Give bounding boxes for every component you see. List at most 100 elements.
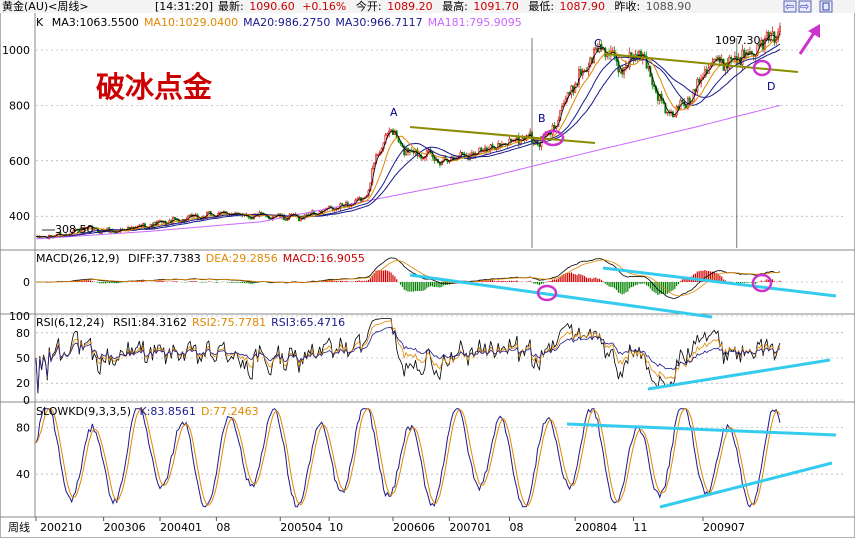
- up-arrow-icon: [798, 24, 820, 55]
- ma30-line: [35, 48, 781, 238]
- candle-body: [685, 105, 688, 109]
- candle-body: [750, 51, 753, 55]
- event-vertical-lines: [531, 38, 738, 248]
- rsi-y-tick: 0: [23, 394, 30, 407]
- x-tick-label: 200504: [280, 521, 322, 534]
- label-b: B: [538, 112, 546, 125]
- legend-item: MA20:986.2750: [243, 16, 330, 29]
- breakout-circle-b: [541, 129, 565, 147]
- candle-body: [538, 143, 541, 147]
- rsi2-line: [35, 320, 781, 394]
- rsi-panel: [35, 318, 781, 394]
- slowkd-panel: [35, 408, 781, 508]
- prev-close-label: 昨收:: [615, 0, 641, 13]
- legend-item: MA30:966.7117: [335, 16, 422, 29]
- breakout-circle-d: [752, 59, 772, 77]
- legend-item: RSI2:75.7781: [192, 316, 266, 329]
- macd-circle-b: [536, 284, 558, 302]
- candle-body: [628, 52, 631, 68]
- label-c: C: [594, 37, 602, 50]
- price-y-tick: 400: [9, 210, 30, 223]
- ma20-line: [35, 43, 781, 238]
- candle-body: [673, 114, 676, 118]
- candle-body: [647, 66, 650, 69]
- candle-body: [579, 69, 582, 76]
- x-tick-label: 200701: [449, 521, 491, 534]
- candle-body: [485, 147, 488, 152]
- panel-separators: [0, 13, 855, 518]
- x-axis-period-label: 周线: [8, 520, 30, 534]
- candle-body: [600, 43, 603, 50]
- candle-body: [390, 129, 393, 132]
- kd-trend-line-lower: [659, 461, 833, 509]
- candle-body: [589, 57, 592, 68]
- candle-body: [675, 106, 678, 116]
- legend-rsi: RSI(6,12,24) RSI1:84.3162 RSI2:75.7781 RSI…: [36, 316, 345, 329]
- candle-body: [376, 154, 379, 157]
- legend-kd: SLOWKD(9,3,3,5) K:83.8561 D:77.2463: [36, 405, 259, 418]
- legend-item: D:77.2463: [201, 405, 259, 418]
- price-y-tick: 800: [9, 99, 30, 112]
- instrument-name: 黄金(AU)<周线>: [2, 0, 89, 13]
- arrow-right-icon: ⇨: [800, 0, 809, 13]
- candle-body: [189, 214, 192, 217]
- change-value: +0.16%: [302, 0, 346, 13]
- low-value: 1087.90: [560, 0, 606, 13]
- price-y-tick: 1000: [2, 44, 30, 57]
- low-label: 最低:: [528, 0, 554, 13]
- candle-body: [594, 47, 597, 50]
- candle-body: [664, 102, 667, 114]
- candle-body: [251, 217, 254, 220]
- macd-circle-d: [751, 273, 773, 293]
- legends: K MA3:1063.5500 MA10:1029.0400 MA20:986.27…: [36, 16, 522, 418]
- candle-body: [521, 138, 524, 141]
- legend-item: MACD:16.9055: [283, 252, 365, 265]
- legend-prefix: MACD(26,12,9): [36, 252, 123, 265]
- candle-body: [645, 56, 648, 69]
- rsi3-line: [35, 326, 781, 394]
- candle-body: [459, 151, 462, 158]
- legend-item: MA10:1029.0400: [144, 16, 238, 29]
- open-value: 1089.20: [387, 0, 433, 13]
- candle-body: [570, 85, 573, 95]
- price-y-tick: 600: [9, 155, 30, 168]
- legend-price: K MA3:1063.5500 MA10:1029.0400 MA20:986.27…: [36, 16, 522, 29]
- x-tick-label: 200401: [160, 521, 202, 534]
- legend-macd: MACD(26,12,9) DIFF:37.7383 DEA:29.2856 MAC…: [36, 252, 365, 265]
- ma181-line: [35, 104, 781, 240]
- candle-body: [692, 89, 695, 102]
- candle-body: [624, 64, 627, 69]
- quote-time: [14:31:20]: [155, 0, 213, 13]
- window-controls: ⇦ ⇨: [783, 0, 833, 13]
- candle-body: [508, 138, 511, 146]
- maximize-button[interactable]: [819, 0, 833, 13]
- next-button[interactable]: ⇨: [798, 0, 812, 13]
- x-axis: 周线 200210 200306 200401 08 200504 10 200606 2007…: [8, 517, 745, 534]
- candle-body: [482, 150, 485, 153]
- moving-averages: [35, 32, 781, 240]
- candle-body: [78, 228, 81, 233]
- legend-prefix: K: [36, 16, 47, 29]
- legend-item: K:83.8561: [140, 405, 196, 418]
- candle-body: [373, 162, 376, 169]
- candle-body: [290, 213, 293, 216]
- candle-body: [765, 32, 768, 39]
- x-tick-label: 200804: [575, 521, 617, 534]
- prev-button[interactable]: ⇦: [783, 0, 797, 13]
- slowkd-d-line: [35, 408, 781, 506]
- rsi-trend-line: [647, 358, 831, 391]
- candle-body: [653, 84, 656, 87]
- rsi1-line: [35, 318, 781, 394]
- macd-dea-line: [36, 259, 781, 297]
- annotations: A B C D 1097.30 308.50: [42, 34, 777, 236]
- macd-diff-line: [35, 257, 781, 300]
- candle-body: [553, 124, 556, 129]
- ma10-line: [35, 36, 781, 238]
- high-value: 1091.70: [473, 0, 519, 13]
- candle-body: [756, 44, 759, 56]
- candle-body: [470, 152, 473, 155]
- legend-prefix: RSI(6,12,24): [36, 316, 108, 329]
- trend-line-ab: [409, 126, 596, 144]
- candle-body: [207, 211, 210, 213]
